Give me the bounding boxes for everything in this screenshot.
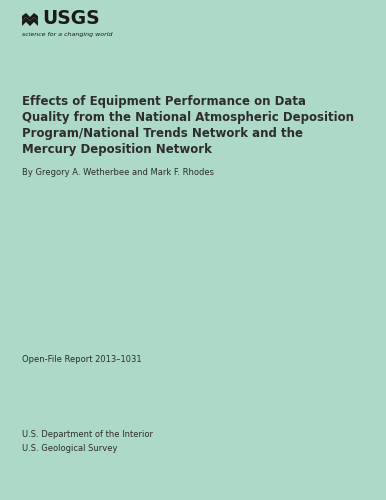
Text: science for a changing world: science for a changing world xyxy=(22,32,112,37)
Text: Quality from the National Atmospheric Deposition: Quality from the National Atmospheric De… xyxy=(22,111,354,124)
Text: By Gregory A. Wetherbee and Mark F. Rhodes: By Gregory A. Wetherbee and Mark F. Rhod… xyxy=(22,168,214,177)
Text: USGS: USGS xyxy=(42,10,100,29)
Text: U.S. Geological Survey: U.S. Geological Survey xyxy=(22,444,117,453)
Polygon shape xyxy=(22,13,38,21)
Text: Effects of Equipment Performance on Data: Effects of Equipment Performance on Data xyxy=(22,95,306,108)
Text: U.S. Department of the Interior: U.S. Department of the Interior xyxy=(22,430,153,439)
Text: Open-File Report 2013–1031: Open-File Report 2013–1031 xyxy=(22,355,142,364)
Polygon shape xyxy=(22,17,38,26)
Text: Program/National Trends Network and the: Program/National Trends Network and the xyxy=(22,127,303,140)
Text: Mercury Deposition Network: Mercury Deposition Network xyxy=(22,143,212,156)
